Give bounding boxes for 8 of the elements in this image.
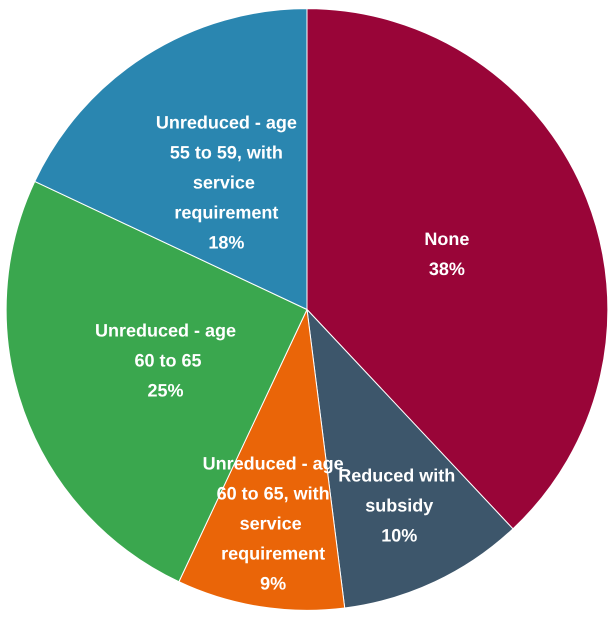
data-label: 18% [208,232,244,252]
slice-label: Unreduced - age 60 to 65 [94,320,236,370]
slice-label: Unreduced - age 55 to 59, with service requirement [156,112,297,222]
data-label: 9% [260,573,286,594]
data-label: 25% [147,380,184,400]
data-label: 38% [428,259,465,280]
data-label: 10% [381,526,418,546]
slice-label: None [424,229,470,250]
